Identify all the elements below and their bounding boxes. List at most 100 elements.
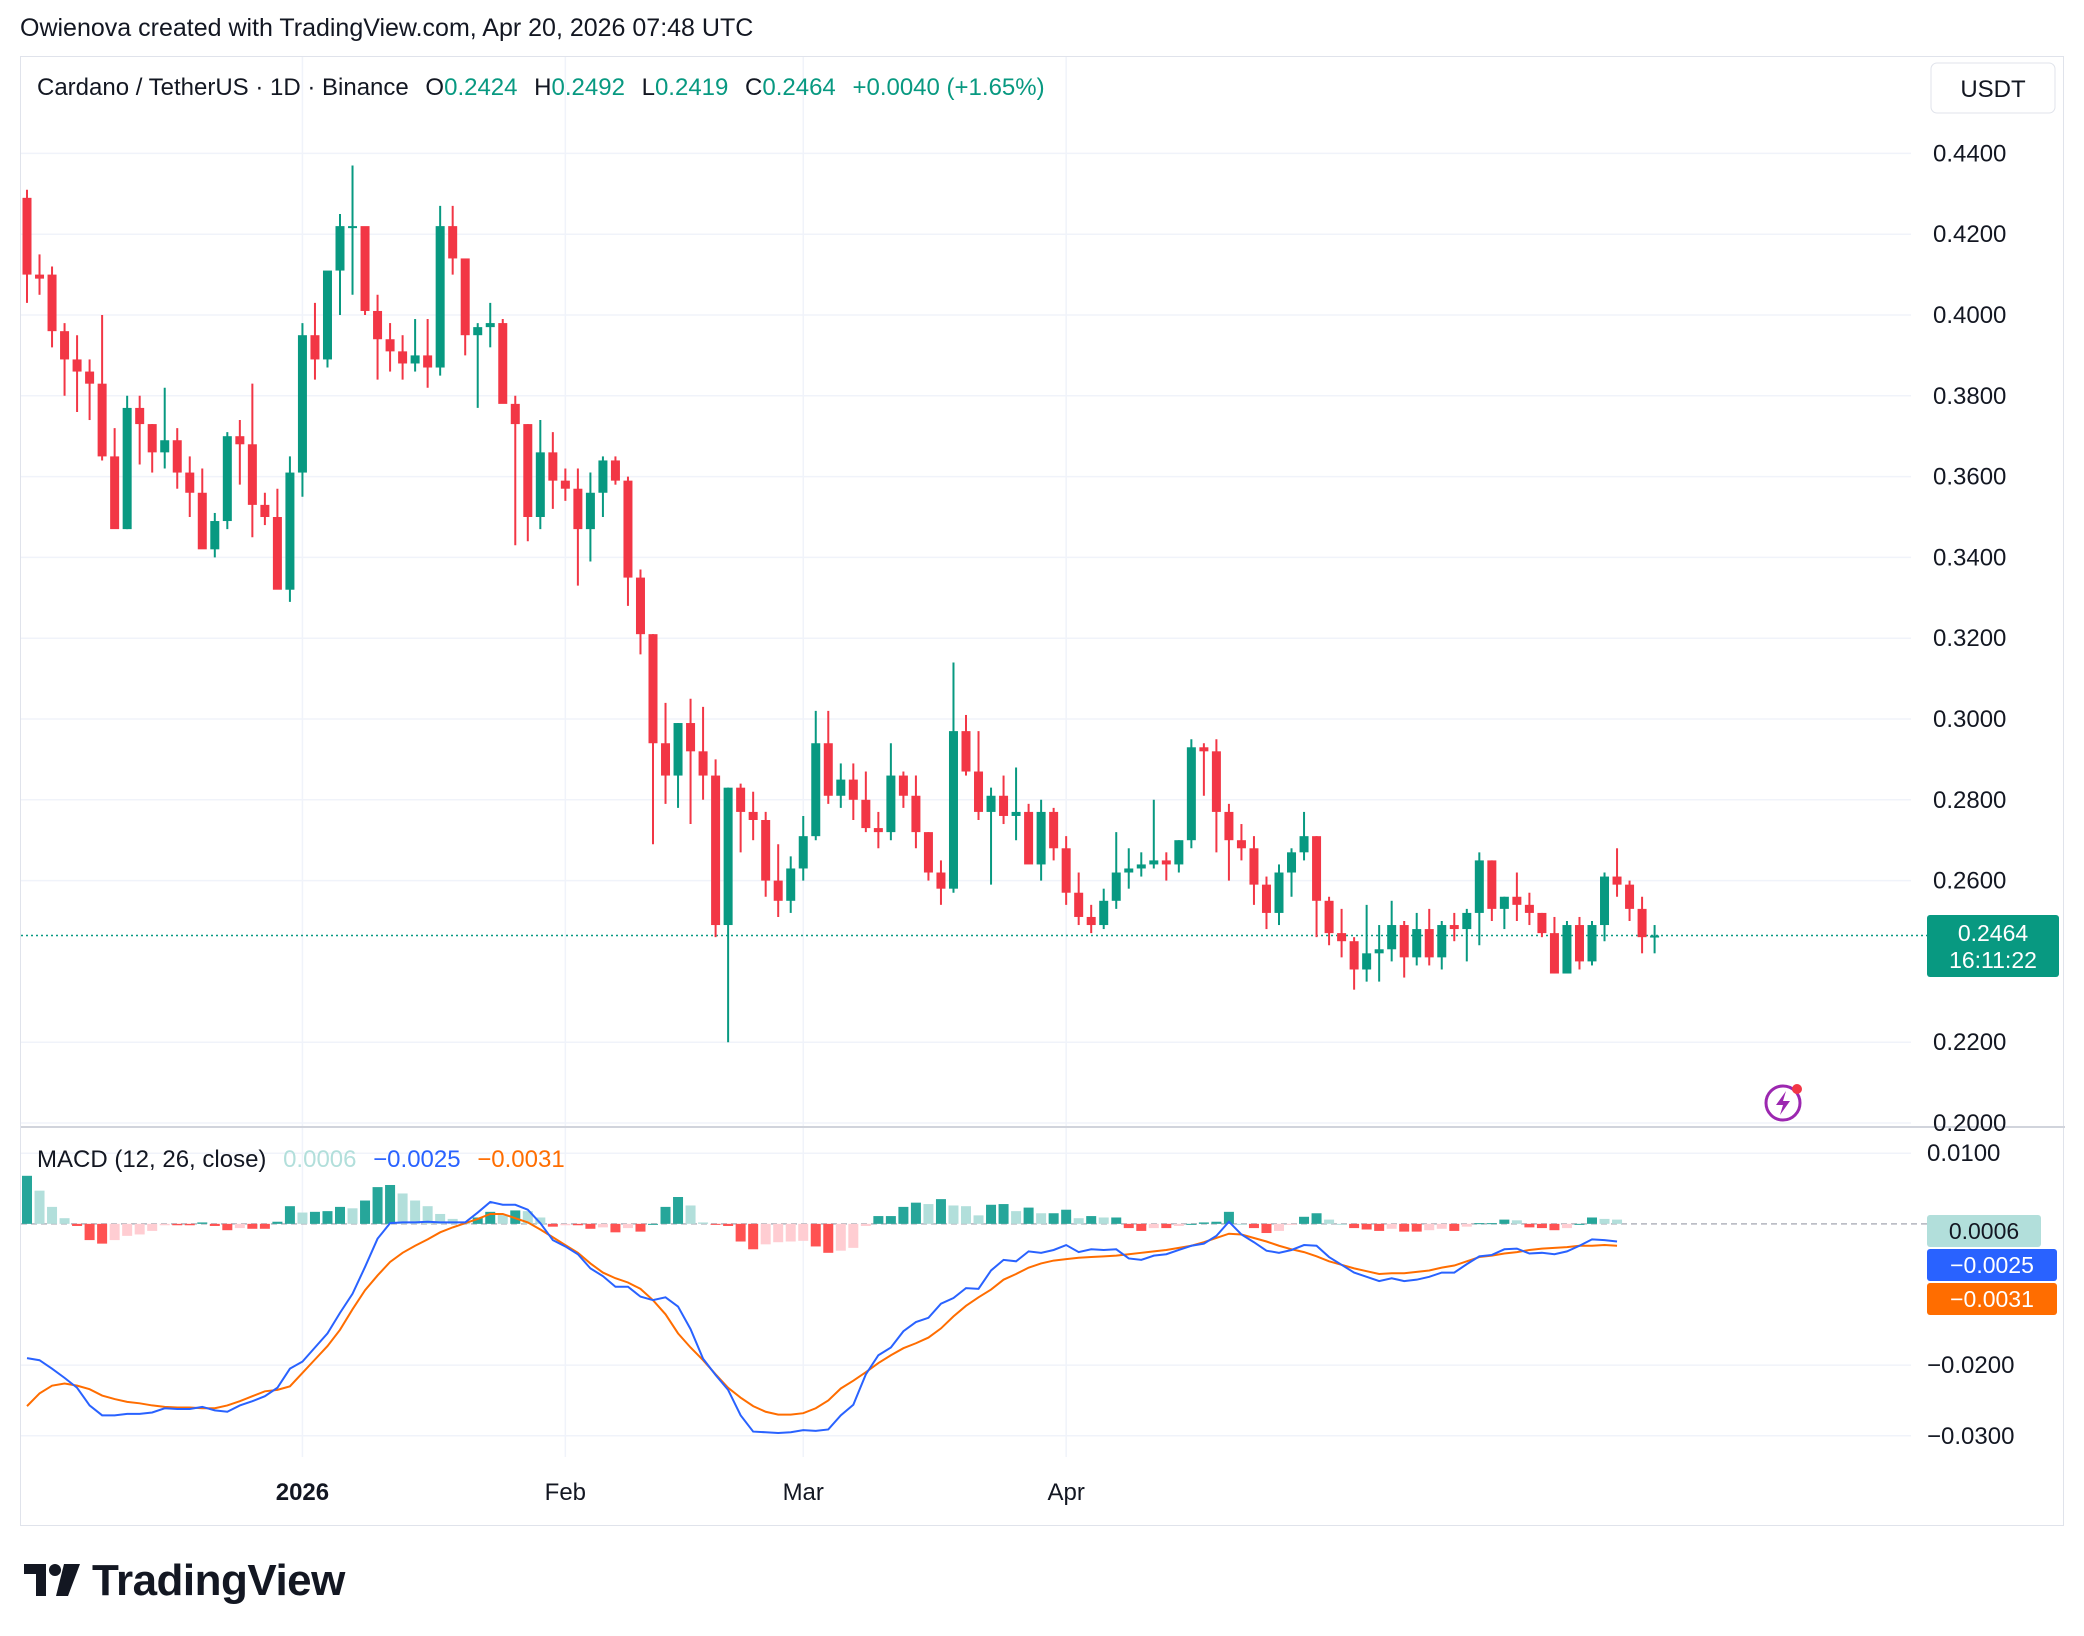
macd-histogram-bar [72,1223,83,1226]
candle-body [373,310,383,340]
candle-body [247,444,257,505]
macd-histogram-bar [1411,1223,1422,1232]
macd-histogram-bar [234,1223,245,1229]
candle-body [836,779,846,796]
candle-body [598,460,608,493]
macd-histogram-bar [1111,1217,1122,1224]
candle-body [160,440,170,453]
macd-histogram-bar [547,1223,558,1227]
macd-histogram-bar [397,1193,408,1224]
macd-histogram-bar [197,1222,208,1224]
macd-histogram-bar [1474,1223,1485,1225]
candle-body [736,787,746,812]
macd-histogram-bar [748,1223,759,1250]
macd-histogram-bar [1173,1223,1184,1226]
candle-body [711,775,721,926]
time-tick-label: Feb [545,1479,586,1506]
macd-histogram-bar [760,1223,771,1245]
candle-body [1512,896,1522,905]
macd-histogram-bar [109,1223,120,1241]
macd-histogram-bar [1248,1223,1259,1229]
candle-body [1474,860,1484,913]
macd-histogram-bar [272,1221,283,1224]
macd-histogram-bar [1161,1223,1172,1229]
macd-histogram-bar [948,1205,959,1224]
price-tick-label: 0.4400 [1933,140,2006,167]
macd-histogram-bar [1086,1216,1097,1224]
macd-histogram-bar [1148,1223,1159,1229]
macd-histogram-bar [347,1208,358,1224]
candle-body [360,226,370,311]
macd-histogram-bar [1399,1223,1410,1232]
candle-body [448,226,458,259]
macd-histogram-bar [1311,1213,1322,1224]
legend-line: Cardano / TetherUS · 1D · Binance O0.242… [37,74,1045,101]
candle-body [698,751,708,776]
price-tick-label: 0.2800 [1933,787,2006,814]
macd-histogram-bar [47,1206,58,1224]
macd-histogram-bar [1574,1223,1585,1225]
candle-body [610,460,620,481]
macd-histogram-bar [360,1200,371,1224]
candle-body [97,383,107,457]
candle-body [898,775,908,796]
macd-signal-badge-text: −0.0031 [1950,1286,2034,1312]
lightning-icon[interactable] [1764,1084,1802,1122]
candle-body [410,355,420,364]
candle-body [1424,929,1434,958]
candle-body [135,407,145,425]
candle-body [485,323,495,328]
candle-body [47,274,57,332]
candle-body [1149,860,1159,865]
candle-body [1099,900,1109,926]
macd-line-badge-text: −0.0025 [1950,1252,2034,1278]
macd-line-badge [1927,1249,2057,1281]
candle-body [1524,904,1534,913]
macd-legend-macd: −0.0025 [373,1146,460,1173]
macd-histogram-bar [84,1223,95,1241]
candle-body [1287,852,1297,873]
macd-histogram-bar [785,1223,796,1242]
macd-layer [22,1175,1623,1434]
macd-histogram-bar [1299,1216,1310,1224]
macd-histogram-bar [610,1223,621,1233]
candle-body [1061,848,1071,893]
macd-histogram-bar [910,1202,921,1224]
macd-histogram-bar [22,1175,32,1224]
candle-body [122,407,132,530]
price-tick-label: 0.2000 [1933,1110,2006,1137]
macd-histogram-bar [309,1211,320,1224]
candle-body [272,517,282,590]
candle-body [1324,900,1334,934]
macd-histogram-bar [1236,1223,1247,1225]
macd-histogram-bar [823,1223,834,1253]
low-label: L [642,74,655,101]
candle-body [1349,941,1359,970]
candle-body [385,339,395,352]
candle-body [936,872,946,889]
macd-histogram-bar [648,1223,658,1225]
candle-body [1049,811,1059,849]
open-label: O [425,74,444,101]
macd-histogram-bar [335,1206,345,1224]
price-tick-label: 0.3800 [1933,383,2006,410]
time-tick-label: 2026 [276,1479,329,1506]
macd-histogram-bar [973,1215,984,1224]
candle-body [974,771,984,812]
candle-body [1136,864,1146,869]
candle-body [235,436,245,445]
macd-histogram-bar [710,1223,721,1225]
macd-histogram-bar [322,1211,333,1224]
candle-body [748,811,758,820]
macd-histogram-bar [1136,1223,1147,1231]
macd-histogram-bar [1549,1223,1560,1231]
macd-histogram-bar [159,1223,170,1226]
chart-frame: 0.4400 0.4200 0.4000 0.3800 0.3600 0.3400 0.32… [20,56,2065,1526]
macd-histogram-bar [735,1223,746,1242]
currency-button[interactable] [1930,62,2056,114]
candle-body [1562,925,1572,974]
candle-body [723,787,733,926]
macd-title: MACD (12, 26, close) [37,1146,266,1173]
macd-histogram-bar [222,1223,233,1231]
candle-body [1236,840,1246,849]
